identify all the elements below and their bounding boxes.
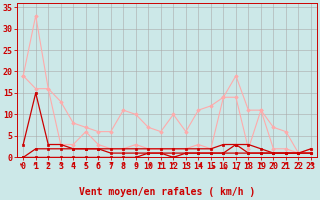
X-axis label: Vent moyen/en rafales ( km/h ): Vent moyen/en rafales ( km/h ) [79,187,255,197]
